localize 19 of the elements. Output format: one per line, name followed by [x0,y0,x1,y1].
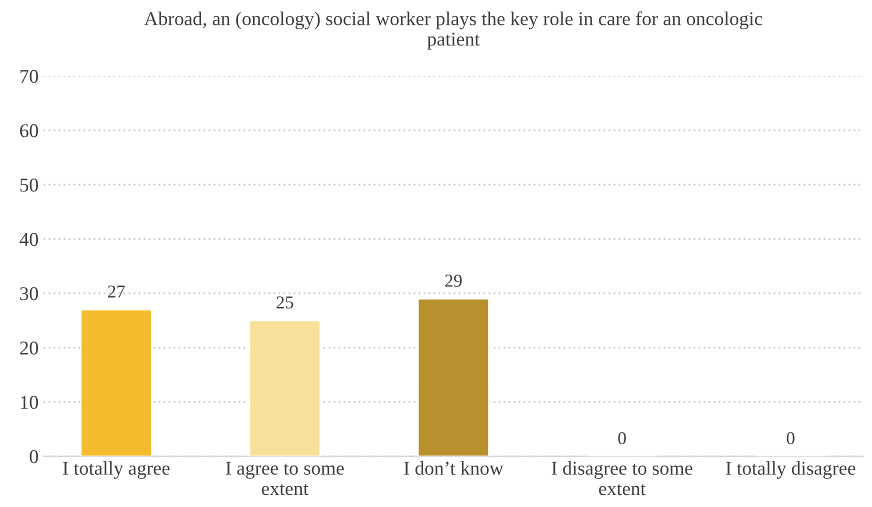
x-tick-label: I totally agree [62,461,170,479]
data-label: 0 [618,432,626,444]
y-tick-label: 70 [20,70,38,83]
data-label: 25 [276,296,294,308]
x-tick-label: I agree to some extent [226,462,344,496]
y-tick-label: 0 [30,450,38,464]
chart-title: Abroad, an (oncology) social worker plays the key role in care for an oncologic patient [144,11,762,50]
y-tick-label: 60 [20,124,38,138]
y-tick-label: 50 [20,178,38,192]
y-tick-label: 40 [20,232,38,246]
x-tick-label: I don’t know [404,461,504,475]
y-tick-label: 30 [20,287,38,300]
y-tick-label: 10 [21,396,38,409]
x-tick-label: I disagree to some extent [552,461,692,496]
data-label: 0 [786,432,794,444]
data-label: 27 [108,285,125,298]
y-tick-label: 20 [20,341,38,355]
x-tick-label: I totally disagree [726,461,856,479]
data-label: 29 [445,274,462,287]
